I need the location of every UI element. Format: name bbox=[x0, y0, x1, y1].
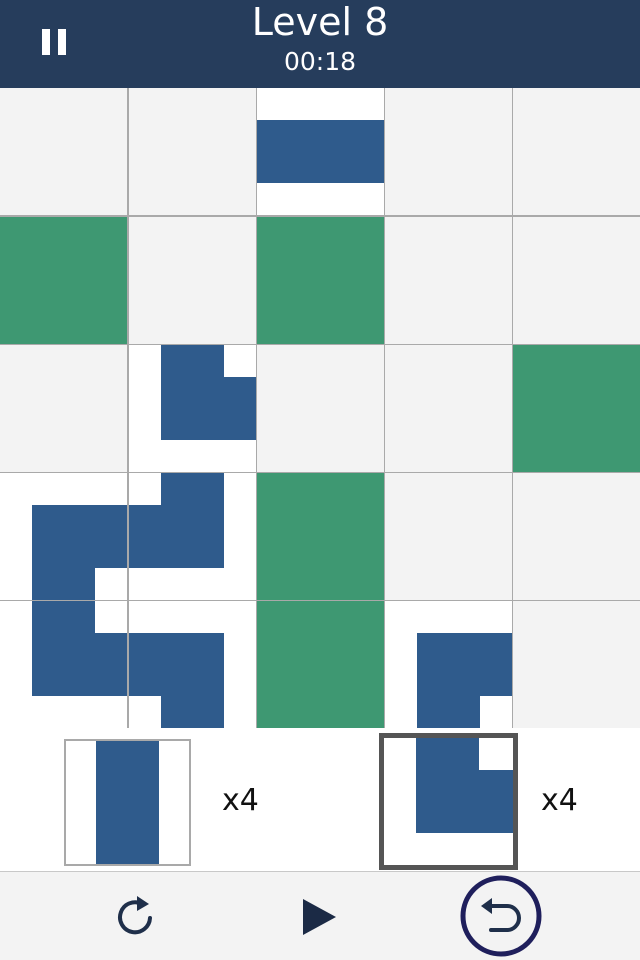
bottom-toolbar bbox=[0, 871, 640, 960]
grid-cell-empty[interactable] bbox=[385, 473, 512, 600]
grid-cell-empty[interactable] bbox=[257, 345, 384, 472]
target-tile bbox=[257, 601, 384, 728]
pipe-segment bbox=[161, 377, 256, 440]
grid-cell-empty[interactable] bbox=[385, 345, 512, 472]
pipe-tile-elbow[interactable] bbox=[129, 601, 256, 728]
target-tile bbox=[257, 217, 384, 344]
grid-cell-empty[interactable] bbox=[385, 88, 512, 215]
rotate-button[interactable] bbox=[101, 882, 171, 952]
pipe-segment bbox=[257, 120, 384, 183]
grid-cell-empty[interactable] bbox=[0, 88, 127, 215]
undo-button[interactable] bbox=[459, 874, 543, 958]
grid-cell-empty[interactable] bbox=[129, 88, 256, 215]
pipe-segment bbox=[417, 633, 480, 728]
grid-cell-empty[interactable] bbox=[513, 217, 640, 344]
pipe-segment bbox=[161, 633, 224, 728]
piece-tray: x4 x4 bbox=[0, 728, 640, 870]
piece-count-straight: x4 bbox=[222, 783, 259, 818]
puzzle-grid bbox=[0, 88, 640, 728]
play-icon bbox=[303, 899, 336, 935]
top-bar: Level 8 00:18 bbox=[0, 0, 640, 88]
pause-icon bbox=[58, 29, 66, 55]
level-title: Level 8 bbox=[251, 0, 389, 44]
piece-count-elbow: x4 bbox=[541, 783, 578, 818]
tray-piece-elbow-selected[interactable] bbox=[379, 733, 518, 870]
pipe-segment bbox=[129, 505, 224, 568]
pipe-straight-vertical-icon bbox=[96, 741, 159, 864]
tray-piece-straight[interactable] bbox=[64, 739, 191, 866]
pause-icon bbox=[42, 29, 50, 55]
pause-button[interactable] bbox=[30, 18, 80, 68]
grid-cell-empty[interactable] bbox=[513, 473, 640, 600]
target-tile bbox=[0, 217, 127, 344]
grid-cell-empty[interactable] bbox=[129, 217, 256, 344]
undo-icon bbox=[460, 875, 542, 957]
grid-cell-empty[interactable] bbox=[513, 601, 640, 728]
grid-cell-empty[interactable] bbox=[385, 217, 512, 344]
pipe-segment bbox=[32, 633, 127, 696]
target-tile bbox=[513, 345, 640, 472]
pipe-tile-elbow[interactable] bbox=[129, 345, 256, 472]
pipe-tile-elbow[interactable] bbox=[129, 473, 256, 600]
pipe-tile-elbow[interactable] bbox=[0, 473, 127, 600]
rotate-icon bbox=[118, 896, 152, 935]
elapsed-timer: 00:18 bbox=[283, 47, 357, 76]
target-tile bbox=[257, 473, 384, 600]
pipe-tile-elbow[interactable] bbox=[0, 601, 127, 728]
pipe-segment bbox=[32, 505, 95, 600]
pipe-tile-straight[interactable] bbox=[257, 88, 384, 215]
pipe-elbow-icon bbox=[416, 770, 513, 833]
pipe-tile-elbow[interactable] bbox=[385, 601, 512, 728]
grid-cell-empty[interactable] bbox=[0, 345, 127, 472]
play-button[interactable] bbox=[283, 882, 353, 952]
grid-cell-empty[interactable] bbox=[513, 88, 640, 215]
